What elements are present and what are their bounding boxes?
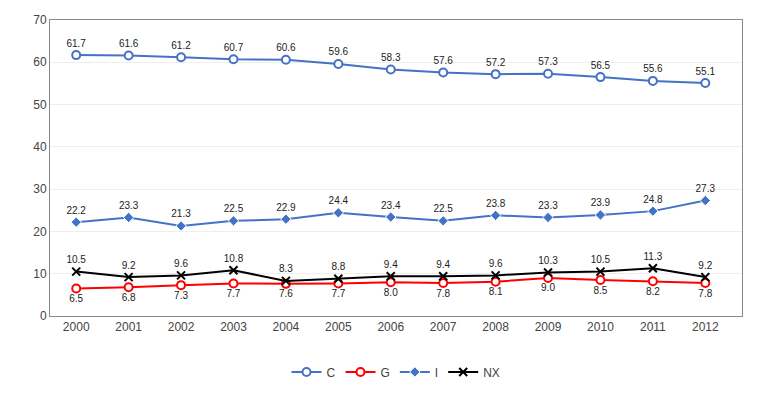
svg-text:2009: 2009 (535, 320, 562, 334)
svg-text:2003: 2003 (220, 320, 247, 334)
svg-text:10.3: 10.3 (538, 255, 558, 266)
svg-text:2008: 2008 (482, 320, 509, 334)
svg-text:10: 10 (33, 267, 47, 281)
svg-text:11.3: 11.3 (644, 251, 663, 262)
svg-text:23.8: 23.8 (486, 198, 506, 209)
svg-text:9.4: 9.4 (384, 259, 398, 270)
svg-text:7.8: 7.8 (436, 288, 450, 299)
svg-text:0: 0 (40, 309, 47, 323)
svg-text:7.6: 7.6 (279, 288, 293, 299)
svg-text:9.2: 9.2 (698, 260, 712, 271)
svg-text:70: 70 (33, 13, 47, 27)
svg-text:61.7: 61.7 (66, 38, 86, 49)
svg-text:6.8: 6.8 (122, 292, 136, 303)
svg-text:2005: 2005 (325, 320, 352, 334)
svg-text:2012: 2012 (692, 320, 719, 334)
svg-text:27.3: 27.3 (696, 183, 716, 194)
svg-text:60.7: 60.7 (224, 42, 244, 53)
svg-text:9.0: 9.0 (541, 282, 555, 293)
svg-text:23.3: 23.3 (119, 200, 139, 211)
svg-text:8.1: 8.1 (489, 286, 503, 297)
svg-text:61.6: 61.6 (119, 38, 139, 49)
svg-text:8.3: 8.3 (279, 263, 293, 274)
svg-text:23.4: 23.4 (381, 200, 401, 211)
svg-text:9.6: 9.6 (174, 258, 188, 269)
svg-text:2004: 2004 (273, 320, 300, 334)
svg-text:23.3: 23.3 (538, 200, 558, 211)
svg-text:55.1: 55.1 (696, 66, 716, 77)
svg-text:8.2: 8.2 (646, 286, 660, 297)
svg-text:57.3: 57.3 (538, 56, 558, 67)
svg-text:22.5: 22.5 (224, 203, 244, 214)
svg-text:7.8: 7.8 (698, 288, 712, 299)
svg-text:59.6: 59.6 (329, 46, 349, 57)
svg-text:40: 40 (33, 140, 47, 154)
svg-text:2002: 2002 (168, 320, 195, 334)
svg-text:22.9: 22.9 (276, 202, 296, 213)
svg-text:10.8: 10.8 (224, 253, 244, 264)
svg-text:2001: 2001 (115, 320, 142, 334)
svg-text:10.5: 10.5 (591, 254, 611, 265)
svg-text:NX: NX (483, 366, 500, 380)
svg-text:10.5: 10.5 (66, 254, 86, 265)
svg-text:6.5: 6.5 (69, 293, 83, 304)
svg-text:24.4: 24.4 (329, 195, 349, 206)
svg-text:24.8: 24.8 (643, 194, 663, 205)
svg-text:23.9: 23.9 (591, 197, 611, 208)
svg-text:G: G (381, 366, 390, 380)
svg-text:22.5: 22.5 (433, 203, 453, 214)
svg-text:I: I (435, 366, 438, 380)
svg-text:7.7: 7.7 (331, 288, 345, 299)
svg-text:8.8: 8.8 (331, 261, 345, 272)
svg-text:22.2: 22.2 (66, 205, 86, 216)
svg-text:30: 30 (33, 182, 47, 196)
svg-text:20: 20 (33, 225, 47, 239)
svg-text:2010: 2010 (587, 320, 614, 334)
svg-text:55.6: 55.6 (643, 63, 663, 74)
svg-text:60.6: 60.6 (276, 42, 296, 53)
svg-text:60: 60 (33, 55, 47, 69)
svg-text:7.3: 7.3 (174, 290, 188, 301)
svg-text:21.3: 21.3 (171, 208, 191, 219)
svg-text:50: 50 (33, 98, 47, 112)
svg-text:9.6: 9.6 (489, 258, 503, 269)
svg-text:2007: 2007 (430, 320, 457, 334)
svg-text:58.3: 58.3 (381, 52, 401, 63)
svg-text:9.4: 9.4 (436, 259, 450, 270)
svg-text:56.5: 56.5 (591, 60, 611, 71)
svg-text:57.6: 57.6 (433, 55, 453, 66)
svg-text:61.2: 61.2 (171, 40, 191, 51)
svg-text:8.0: 8.0 (384, 287, 398, 298)
svg-text:7.7: 7.7 (227, 288, 241, 299)
svg-text:8.5: 8.5 (593, 285, 607, 296)
svg-text:2011: 2011 (640, 320, 666, 334)
svg-text:2000: 2000 (63, 320, 90, 334)
svg-text:9.2: 9.2 (122, 260, 136, 271)
svg-text:C: C (327, 366, 336, 380)
svg-text:2006: 2006 (377, 320, 404, 334)
svg-text:57.2: 57.2 (486, 57, 506, 68)
